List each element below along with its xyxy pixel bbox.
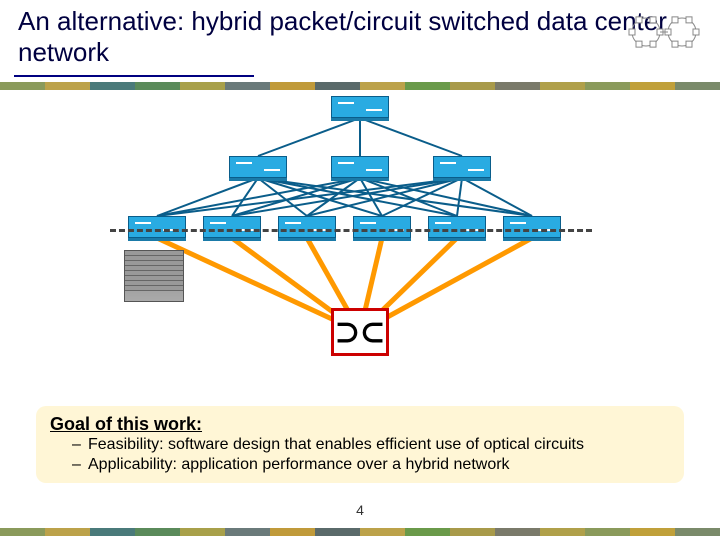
goal-item: Feasibility: software design that enable… bbox=[72, 435, 670, 455]
goal-heading: Goal of this work: bbox=[50, 414, 670, 435]
corner-network-icon bbox=[620, 4, 710, 60]
title-underline bbox=[14, 75, 254, 77]
server-rack bbox=[124, 250, 184, 302]
tor-switch-1 bbox=[203, 216, 261, 238]
decorative-stripe-bottom bbox=[0, 528, 720, 536]
slide-title: An alternative: hybrid packet/circuit sw… bbox=[18, 6, 720, 68]
aggregation-switch-1 bbox=[331, 156, 389, 178]
network-diagram: ⊃⊂ bbox=[0, 92, 720, 412]
goal-list: Feasibility: software design that enable… bbox=[50, 435, 670, 475]
aggregation-switch-2 bbox=[433, 156, 491, 178]
tor-switch-5 bbox=[503, 216, 561, 238]
goal-box: Goal of this work: Feasibility: software… bbox=[36, 406, 684, 483]
diagram-links bbox=[0, 92, 720, 412]
goal-item: Applicability: application performance o… bbox=[72, 455, 670, 475]
aggregation-switch-0 bbox=[229, 156, 287, 178]
page-number: 4 bbox=[0, 502, 720, 518]
optical-switch: ⊃⊂ bbox=[331, 308, 389, 356]
core-switch bbox=[331, 96, 389, 118]
tor-switch-2 bbox=[278, 216, 336, 238]
tor-switch-4 bbox=[428, 216, 486, 238]
tor-switch-3 bbox=[353, 216, 411, 238]
boundary-line bbox=[110, 229, 592, 232]
decorative-stripe-top bbox=[0, 82, 720, 90]
tor-switch-0 bbox=[128, 216, 186, 238]
